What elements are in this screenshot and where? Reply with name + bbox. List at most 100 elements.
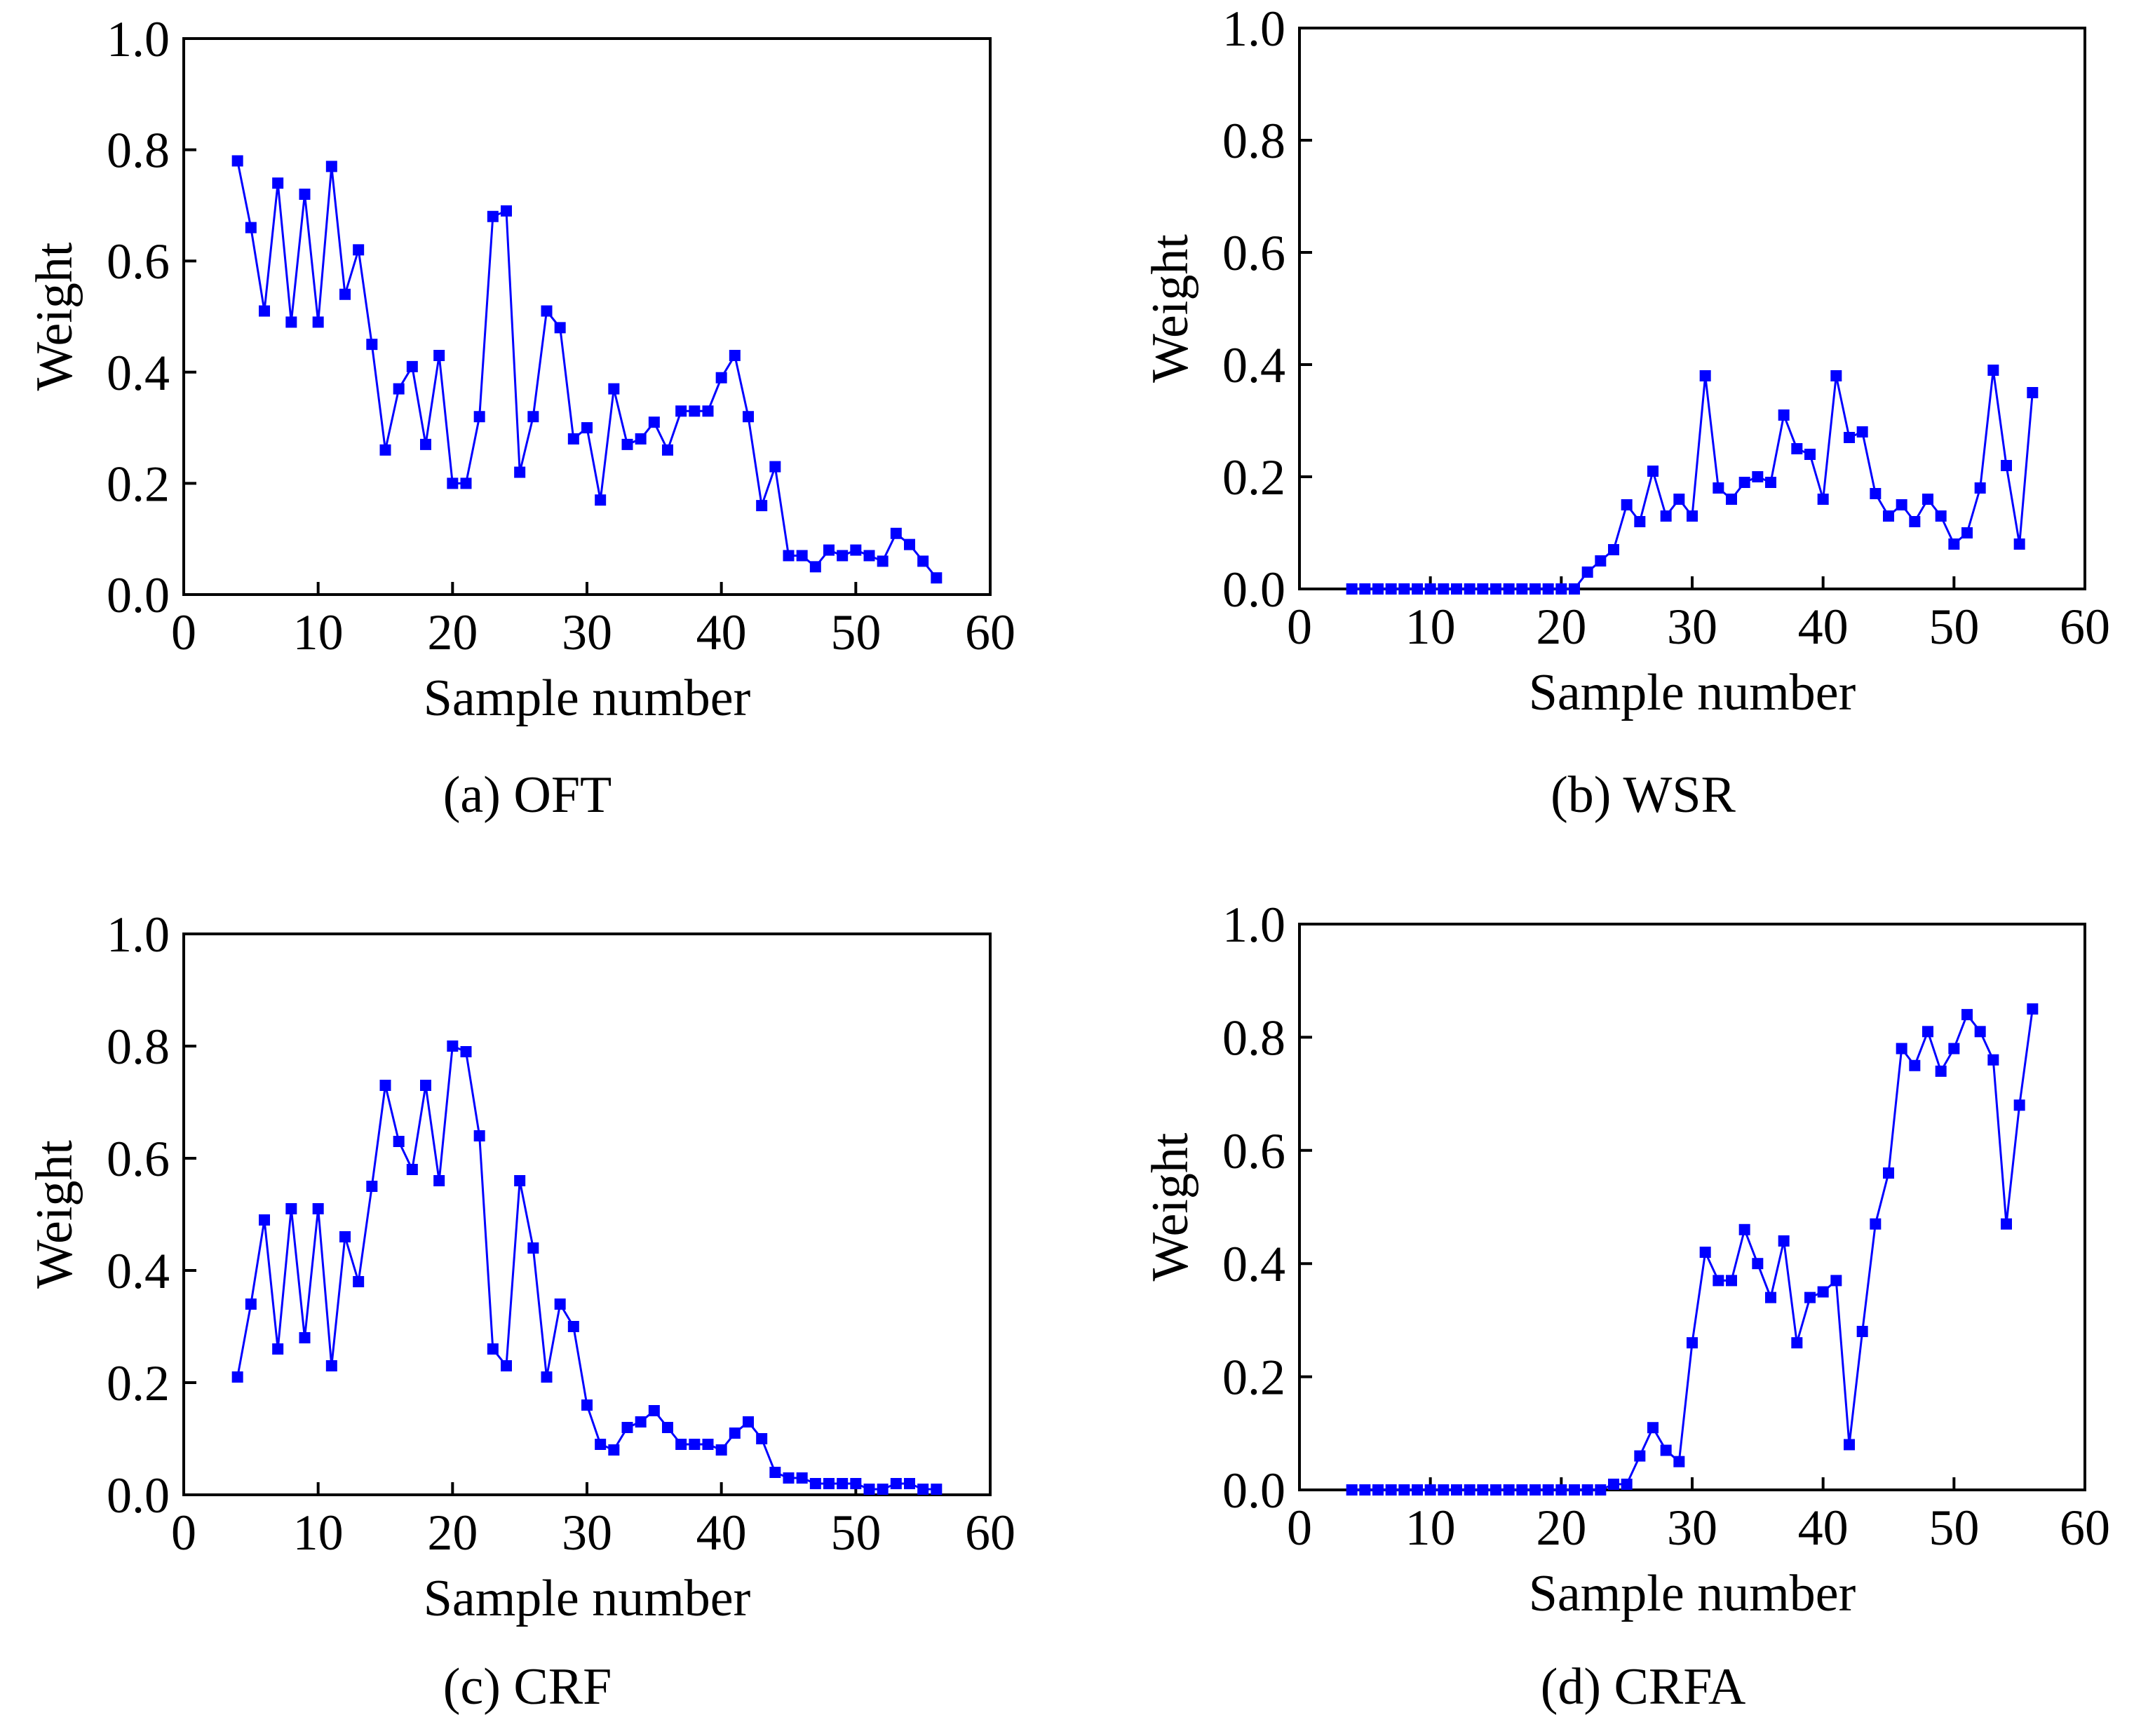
crfa-data-point	[1791, 1337, 1803, 1349]
crfa-data-point	[1935, 1065, 1947, 1077]
crfa-data-point	[1634, 1450, 1646, 1462]
crf-data-point	[299, 1332, 311, 1343]
crf-data-point	[353, 1276, 365, 1287]
wsr-data-point	[1412, 583, 1423, 595]
wsr-x-tick-label: 0	[1287, 599, 1312, 655]
oft-data-point	[729, 350, 741, 362]
oft-data-point	[595, 494, 607, 506]
crfa-data-point	[1555, 1484, 1567, 1496]
crfa-data-point	[1516, 1484, 1528, 1496]
wsr-data-point	[1359, 583, 1371, 595]
crfa-x-tick-label: 20	[1536, 1500, 1586, 1556]
crf-data-point	[554, 1298, 566, 1310]
crfa-data-point	[1948, 1043, 1960, 1055]
crfa-y-tick-label: 0.6	[1222, 1123, 1285, 1179]
crf-data-point	[729, 1428, 741, 1439]
wsr-data-point	[1883, 510, 1894, 522]
wsr-data-point	[1752, 471, 1764, 482]
oft-data-point	[312, 316, 324, 328]
crf-data-point	[931, 1484, 943, 1495]
wsr-data-point	[1687, 510, 1698, 522]
crfa-data-point	[1987, 1054, 1999, 1066]
wsr-data-point	[1791, 443, 1803, 454]
crf-data-point	[917, 1484, 929, 1495]
oft-data-point	[285, 316, 297, 328]
oft-data-point	[379, 444, 391, 456]
crf-x-tick-label: 20	[427, 1505, 478, 1561]
crf-data-point	[877, 1484, 889, 1495]
crfa-data-point	[1346, 1484, 1358, 1496]
wsr-y-axis-label: Weight	[1142, 234, 1199, 383]
oft-data-point	[877, 555, 889, 567]
crfa-data-point	[1503, 1484, 1515, 1496]
wsr-data-point	[1503, 583, 1515, 595]
crfa-data-point	[1412, 1484, 1423, 1496]
crf-data-point	[259, 1214, 270, 1226]
crfa-data-point	[1778, 1235, 1790, 1247]
oft-data-point	[823, 544, 835, 556]
wsr-data-point	[1516, 583, 1528, 595]
crf-data-point	[675, 1439, 687, 1450]
oft-data-point	[245, 222, 257, 233]
wsr-data-point	[1987, 365, 1999, 376]
crf-data-point	[433, 1175, 445, 1186]
oft-x-tick-label: 40	[696, 604, 747, 660]
crf-y-tick-label: 0.6	[107, 1131, 170, 1187]
wsr-data-point	[1398, 583, 1410, 595]
crf-data-point	[231, 1371, 243, 1383]
crf-data-point	[850, 1478, 862, 1489]
oft-data-point	[541, 305, 553, 317]
wsr-data-point	[1451, 583, 1462, 595]
oft-y-tick-label: 0.0	[107, 567, 170, 623]
crf-x-axis-label: Sample number	[424, 1570, 751, 1627]
oft-y-tick-label: 1.0	[107, 11, 170, 67]
crf-x-tick-label: 10	[293, 1505, 344, 1561]
crf-data-point	[272, 1343, 284, 1355]
wsr-data-point	[2001, 460, 2012, 471]
oft-x-tick-label: 30	[562, 604, 612, 660]
crf-y-axis-label: Weight	[26, 1140, 83, 1289]
wsr-y-tick-label: 0.2	[1222, 449, 1285, 506]
oft-data-point	[460, 477, 472, 489]
wsr-data-point	[1870, 488, 1882, 499]
crf-data-point	[447, 1040, 459, 1052]
panel-oft: 0 10 20 30 40 50 60 0.0 0.2 0.4 0.6 0.8 1.0 Sample nu…	[26, 11, 1015, 824]
crfa-data-point	[1738, 1223, 1750, 1235]
wsr-data-point	[2027, 387, 2039, 398]
crf-y-tick-label: 1.0	[107, 907, 170, 963]
wsr-data-point	[1856, 426, 1868, 438]
crf-data-point	[796, 1472, 808, 1484]
crfa-data-point	[2001, 1218, 2012, 1230]
crf-data-point	[635, 1416, 647, 1428]
crf-data-point	[702, 1439, 714, 1450]
crfa-y-tick-label: 0.2	[1222, 1350, 1285, 1406]
oft-x-tick-label: 10	[293, 604, 344, 660]
crfa-data-point	[1451, 1484, 1462, 1496]
crfa-x-tick-label: 50	[1929, 1500, 1979, 1556]
crfa-x-tick-label: 40	[1798, 1500, 1849, 1556]
crfa-data-point	[1569, 1484, 1580, 1496]
crfa-caption: (d) CRFA	[1541, 1658, 1746, 1716]
wsr-data-point	[1896, 499, 1907, 510]
crf-series-line	[236, 1044, 937, 1491]
crfa-data-point	[1581, 1484, 1593, 1496]
crfa-y-tick-label: 0.0	[1222, 1463, 1285, 1519]
oft-data-point	[648, 416, 660, 428]
wsr-data-point	[1542, 583, 1554, 595]
crfa-data-point	[1359, 1484, 1371, 1496]
oft-data-point	[635, 433, 647, 445]
crf-data-point	[809, 1478, 821, 1489]
oft-y-tick-label: 0.6	[107, 233, 170, 290]
crfa-data-point	[1699, 1247, 1711, 1259]
wsr-data-point	[1909, 516, 1921, 527]
wsr-data-point	[1581, 567, 1593, 578]
crf-data-point	[890, 1478, 902, 1489]
crfa-data-point	[1844, 1439, 1855, 1451]
crf-data-point	[406, 1164, 418, 1175]
crfa-data-point	[1830, 1275, 1842, 1287]
oft-data-point	[769, 461, 781, 473]
crfa-data-point	[1595, 1484, 1607, 1496]
oft-y-tick-label: 0.4	[107, 345, 170, 401]
crf-x-tick-label: 60	[965, 1505, 1015, 1561]
